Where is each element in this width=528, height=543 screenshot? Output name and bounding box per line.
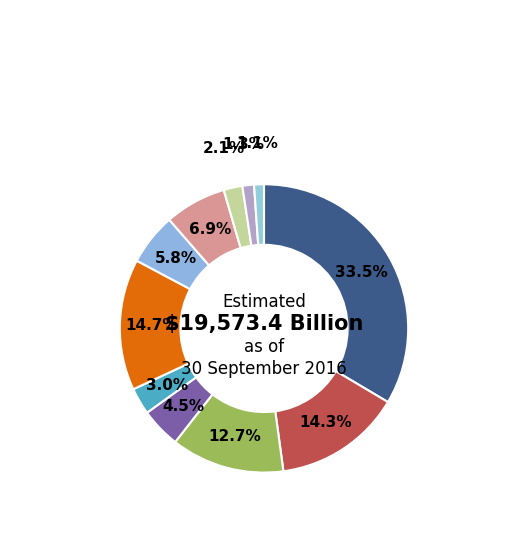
Wedge shape xyxy=(120,261,190,389)
Wedge shape xyxy=(254,184,264,245)
Wedge shape xyxy=(147,377,212,442)
Text: 1.3%: 1.3% xyxy=(223,137,265,153)
Text: 3.0%: 3.0% xyxy=(146,378,188,393)
Wedge shape xyxy=(169,190,241,266)
Text: 12.7%: 12.7% xyxy=(208,430,261,445)
Wedge shape xyxy=(133,364,196,413)
Text: 30 September 2016: 30 September 2016 xyxy=(181,360,347,378)
Wedge shape xyxy=(242,185,258,246)
Text: 33.5%: 33.5% xyxy=(335,266,388,280)
Text: 14.3%: 14.3% xyxy=(300,415,352,430)
Text: 6.9%: 6.9% xyxy=(189,222,231,237)
Text: 14.7%: 14.7% xyxy=(125,318,178,333)
Text: 1.1%: 1.1% xyxy=(237,136,279,151)
Text: 4.5%: 4.5% xyxy=(162,399,204,414)
Wedge shape xyxy=(224,186,251,248)
Text: 5.8%: 5.8% xyxy=(155,251,197,266)
Text: $19,573.4 Billion: $19,573.4 Billion xyxy=(165,314,363,334)
Text: 2.1%: 2.1% xyxy=(203,141,246,156)
Text: Estimated: Estimated xyxy=(222,293,306,312)
Wedge shape xyxy=(264,184,408,402)
Wedge shape xyxy=(175,394,284,472)
Text: as of: as of xyxy=(244,338,284,356)
Wedge shape xyxy=(275,371,388,471)
Wedge shape xyxy=(137,220,209,289)
